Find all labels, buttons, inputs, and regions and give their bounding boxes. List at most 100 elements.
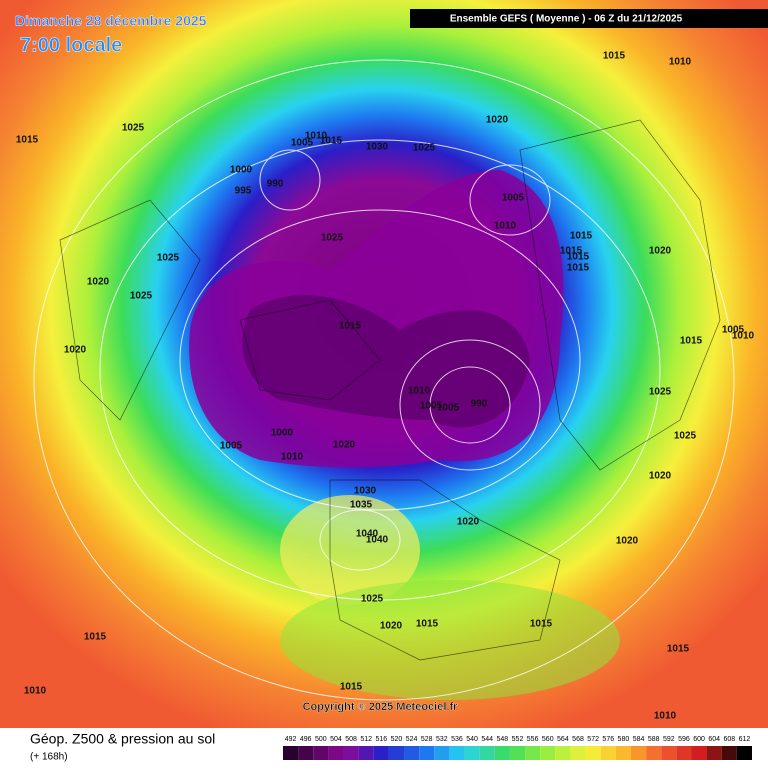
scale-swatch: [358, 746, 374, 760]
isobar-label: 1010: [305, 131, 328, 142]
scale-swatch: [721, 746, 737, 760]
scale-label: 580: [618, 736, 630, 743]
isobar-label: 1040: [366, 535, 389, 546]
isobar-label: 1020: [649, 471, 672, 482]
isobar-label: 1020: [87, 277, 110, 288]
isobar-label: 1020: [486, 115, 509, 126]
scale-swatch: [615, 746, 631, 760]
isobar-label: 1000: [230, 165, 253, 176]
scale-label: 512: [360, 736, 372, 743]
isobar-label: 1025: [321, 233, 344, 244]
scale-label: 524: [406, 736, 418, 743]
isobar-label: 1010: [732, 331, 755, 342]
date: Dimanche 28 décembre 2025: [15, 13, 207, 29]
green-zone: [280, 580, 620, 700]
isobar-label: 1015: [567, 252, 590, 263]
scale-label: 496: [300, 736, 312, 743]
scale-label: 608: [723, 736, 735, 743]
isobar-label: 1015: [340, 682, 363, 693]
isobar-label: 1030: [354, 486, 377, 497]
isobar-label: 1025: [130, 291, 153, 302]
scale-label: 560: [542, 736, 554, 743]
isobar-label: 1010: [494, 221, 517, 232]
scale-swatch: [540, 746, 556, 760]
isobar-label: 1000: [271, 428, 294, 439]
scale-label: 536: [451, 736, 463, 743]
scale-label: 576: [602, 736, 614, 743]
scale-label: 492: [285, 736, 297, 743]
isobar-label: 1005: [420, 401, 443, 412]
isobar-label: 1015: [530, 619, 553, 630]
scale-label: 532: [436, 736, 448, 743]
footer-title: Géop. Z500 & pression au sol: [30, 731, 215, 747]
scale-swatch: [691, 746, 707, 760]
isobar-label: 1015: [416, 619, 439, 630]
scale-label: 516: [375, 736, 387, 743]
scale-swatch: [646, 746, 662, 760]
isobar-label: 1020: [649, 246, 672, 257]
scale-swatch: [585, 746, 601, 760]
isobar-label: 1020: [380, 621, 403, 632]
scale-label: 540: [466, 736, 478, 743]
isobar-label: 1015: [603, 51, 626, 62]
isobar-label: 1015: [84, 632, 107, 643]
isobar-label: 1025: [413, 143, 436, 154]
isobars: [33, 59, 735, 701]
isobar-label: 1015: [570, 231, 593, 242]
isobar-label: 995: [235, 186, 252, 197]
coastlines: [59, 119, 721, 661]
scale-swatch: [479, 746, 495, 760]
scale-swatch: [283, 746, 299, 760]
scale-label: 588: [648, 736, 660, 743]
scale-swatch: [328, 746, 344, 760]
isobar-label: 1010: [408, 386, 431, 397]
isobar-label: 1005: [437, 403, 460, 414]
isobar-label: 1020: [333, 440, 356, 451]
isobar-label: 1005: [502, 193, 525, 204]
scale-label: 592: [663, 736, 675, 743]
isobar-label: 1005: [722, 325, 745, 336]
scale-label: 600: [693, 736, 705, 743]
scale-swatch: [736, 746, 752, 760]
scale-swatch: [313, 746, 329, 760]
isobar-label: 1020: [64, 345, 87, 356]
scale-swatch: [600, 746, 616, 760]
isobar-label: 1020: [616, 536, 639, 547]
deep-core: [242, 295, 530, 428]
scale-swatch: [570, 746, 586, 760]
local-time: 7:00 locale: [20, 34, 122, 56]
isobar-label: 1005: [291, 138, 314, 149]
scale-swatch: [630, 746, 647, 760]
isobar-label: 1010: [654, 711, 677, 722]
footer-subtitle: (+ 168h): [30, 752, 68, 763]
scale-swatch: [449, 746, 465, 760]
scale-swatch: [494, 746, 510, 760]
scale-swatch: [661, 746, 677, 760]
scale-swatch: [509, 746, 526, 760]
isobar-label: 1025: [157, 253, 180, 264]
scale-label: 544: [481, 736, 493, 743]
isobar-label: 990: [471, 399, 488, 410]
model-banner: [410, 9, 768, 28]
scale-swatch: [676, 746, 692, 760]
scale-label: 500: [315, 736, 327, 743]
color-scale: 492 496 500 504 508 512 516 520 524 528 532 536 540 5…: [283, 736, 752, 760]
high-cell: [280, 495, 420, 605]
scale-label: 564: [557, 736, 569, 743]
isobar-label: 990: [267, 179, 284, 190]
model-info: Ensemble GEFS ( Moyenne ) - 06 Z du 21/1…: [450, 14, 683, 25]
scale-swatch: [404, 746, 420, 760]
scale-label: 508: [345, 736, 357, 743]
scale-swatch: [525, 746, 541, 760]
isobar-label: 1015: [560, 246, 583, 257]
scale-label: 504: [330, 736, 342, 743]
isobar-label: 1035: [350, 500, 373, 511]
scale-swatch: [706, 746, 722, 760]
isobar-label: 1015: [339, 321, 362, 332]
scale-swatch: [464, 746, 480, 760]
isobar-label: 1025: [674, 431, 697, 442]
scale-label: 528: [421, 736, 433, 743]
isobar-label: 1025: [361, 594, 384, 605]
scale-label: 548: [497, 736, 509, 743]
